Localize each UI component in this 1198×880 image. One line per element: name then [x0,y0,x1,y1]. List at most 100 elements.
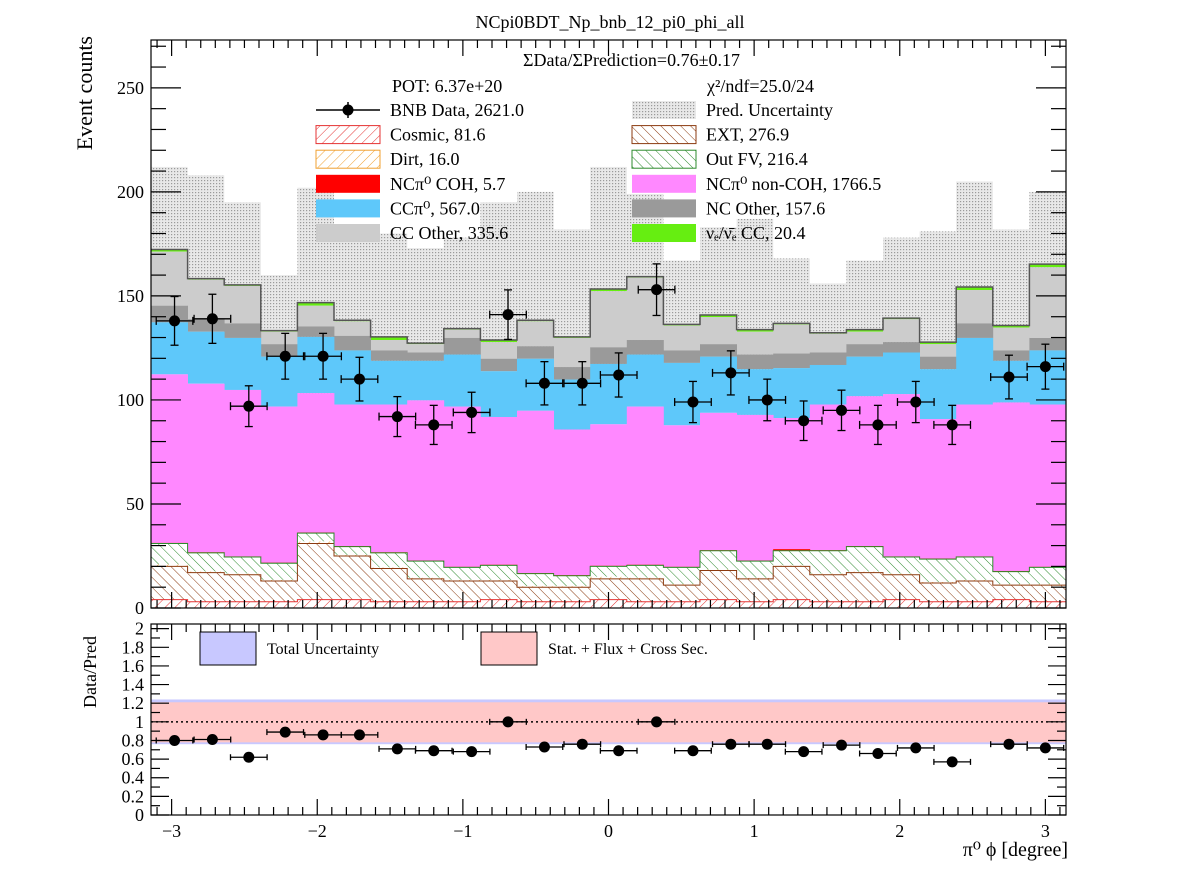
stack-bar [151,374,188,543]
stack-bar [151,599,188,608]
stack-bar [370,568,408,602]
stack-bar [736,578,774,602]
stack-bar [334,555,371,600]
stack-bar [260,601,298,608]
stack-bar [956,601,993,608]
stack-bar [151,322,188,375]
stack-bar [407,344,445,353]
data-point [169,315,181,327]
ratio-point [1003,738,1015,750]
stack-bar [809,333,847,353]
stack-bar [151,543,188,565]
stack-bar [736,601,774,608]
stack-bar [151,564,188,567]
stack-bar [626,578,664,602]
stack-bar [700,550,737,570]
legend-swatch [631,149,697,169]
stack-bar [736,414,774,561]
data-point [243,400,255,412]
stack-bar [443,579,481,581]
stack-bar [151,251,188,306]
stack-bar [443,337,481,355]
legend-swatch [632,224,696,242]
stack-bar [846,356,884,397]
ratio-legend-swatch [199,631,257,666]
ratio-point [428,745,440,757]
stack-bar [919,369,957,420]
stack-bar [1029,585,1066,602]
ratio-y-tick-label: 1.4 [122,675,145,695]
stack-outline [151,599,1066,603]
stack-bar [1029,567,1066,585]
stack-bar [700,344,737,357]
stack-bar [736,331,774,355]
ratio-legend-swatch [480,631,538,666]
stack-bar [590,347,628,364]
stack-bar [407,601,444,608]
chi2-annotation: χ²/ndf=25.0/24 [706,76,814,96]
ratio-y-tick-label: 0 [135,805,144,825]
data-point [576,377,588,389]
stack-bar [187,552,225,572]
stack-bar [809,364,847,405]
stack-bar [590,566,627,577]
stack-bar [480,599,517,608]
stack-bar [626,577,664,579]
y-axis-label: Event counts [72,36,97,150]
stack-bar [663,350,701,363]
stack-bar [553,367,591,380]
stack-bar [480,340,518,343]
ratio-y-axis-label: Data/Pred [80,636,100,708]
partial-uncertainty-band [151,702,1066,743]
stack-bar [334,404,371,546]
data-point [687,396,699,408]
stack-bar [809,601,847,608]
x-tick-label: 2 [895,821,904,841]
stack-bar [956,404,994,557]
stack-bar [919,342,957,345]
data-point [279,350,291,362]
stack-bar [700,570,737,600]
y-tick-label: 150 [117,286,144,306]
stack-bar [480,580,517,600]
stack-bar [370,360,408,405]
legend: BNB Data, 2621.0 Pred. Uncertainty Cosmic,… [315,100,881,243]
stack-bar [517,573,554,587]
stack-bar [773,324,811,354]
legend-swatch [632,199,696,218]
stack-outline [151,532,1066,577]
data-point [725,367,737,379]
legend-label: CC Other, 335.6 [390,223,508,243]
ratio-point [502,716,514,728]
stack-bar [517,321,554,347]
data-point [538,377,550,389]
y-tick-label: 100 [117,390,144,410]
stack-bar [443,580,481,602]
stack-bar [773,599,810,608]
stack-bar [553,575,591,587]
ratio-point [836,739,848,751]
stack-bar [370,552,408,568]
stack-bar [626,406,664,565]
stack-bar [883,394,920,557]
stack-bar [626,565,664,578]
stack-bar [590,289,628,292]
ratio-point [798,746,810,758]
stack-bar [992,584,1030,586]
stack-bar [883,319,920,343]
stack-bar [407,360,445,401]
stack-bar [846,546,883,572]
legend-label: Dirt, 16.0 [390,149,460,169]
stack-bar [700,412,737,551]
stack-bar [224,574,261,602]
legend-label: Cosmic, 81.6 [390,125,486,145]
ratio-point [169,734,181,746]
x-tick-label: −3 [162,821,181,841]
stack-bar [517,346,554,359]
stack-bar [480,358,518,372]
stack-bar [956,579,993,581]
ratio-y-tick-label: 1.6 [122,656,145,676]
legend-swatch [632,174,696,193]
legend-swatch [316,224,380,242]
